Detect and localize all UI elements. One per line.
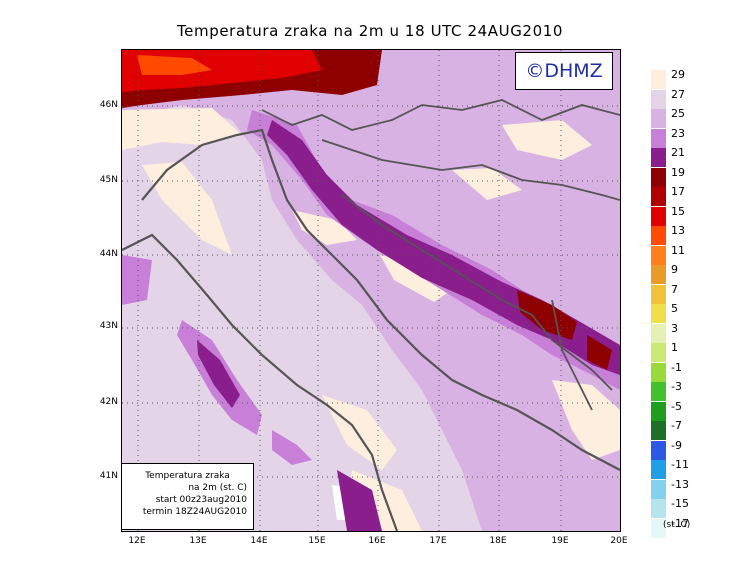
legend-swatch bbox=[651, 187, 666, 206]
legend-swatch bbox=[651, 518, 666, 538]
legend-swatch bbox=[651, 89, 666, 109]
legend-swatch bbox=[651, 148, 666, 167]
border-line bbox=[551, 299, 593, 411]
legend-label: 7 bbox=[671, 282, 678, 296]
graticule bbox=[122, 50, 620, 531]
map-canvas bbox=[122, 50, 620, 531]
legend-label: 1 bbox=[671, 341, 678, 354]
warm-patch bbox=[502, 120, 592, 160]
italy-cold-area bbox=[272, 430, 312, 465]
border-line bbox=[321, 139, 620, 201]
legend-swatch bbox=[651, 460, 666, 479]
legend-label: 5 bbox=[671, 302, 678, 315]
legend-label: 29 bbox=[671, 68, 685, 81]
italy-cold-core bbox=[197, 340, 240, 408]
lon-label: 17E bbox=[429, 536, 447, 546]
legend-label: 25 bbox=[671, 107, 685, 120]
temperature-map[interactable] bbox=[121, 49, 621, 532]
warm-patch bbox=[292, 210, 357, 245]
legend-label: -7 bbox=[671, 419, 682, 432]
legend-swatch bbox=[651, 245, 666, 265]
legend-label: 19 bbox=[671, 165, 685, 179]
legend-swatch bbox=[651, 343, 666, 362]
legend-swatch bbox=[651, 401, 666, 421]
info-line-4: termin 18Z24AUG2010 bbox=[142, 507, 247, 517]
legend-label: 15 bbox=[671, 204, 685, 218]
legend-swatch bbox=[651, 440, 666, 460]
lat-label: 42N bbox=[99, 397, 118, 407]
lon-label: 18E bbox=[489, 536, 507, 546]
border-line bbox=[341, 194, 613, 391]
legend-swatch bbox=[651, 70, 666, 89]
lat-label: 46N bbox=[99, 100, 118, 110]
legend-label: 21 bbox=[671, 146, 685, 159]
legend-unit: (st. C) bbox=[663, 520, 691, 530]
info-box: Temperatura zraka na 2m (st. C) start 00… bbox=[121, 463, 254, 530]
lon-label: 13E bbox=[189, 536, 207, 546]
legend-label: 23 bbox=[671, 126, 685, 140]
legend-label: -5 bbox=[671, 399, 682, 413]
italy-cold-area bbox=[122, 255, 152, 305]
lon-label: 16E bbox=[368, 536, 386, 546]
info-line-3: start 00z23aug2010 bbox=[155, 495, 247, 505]
cold-spot bbox=[587, 335, 612, 370]
legend-label: 17 bbox=[671, 185, 685, 198]
lat-label: 43N bbox=[99, 321, 118, 331]
legend-label: -11 bbox=[671, 458, 689, 471]
lon-label: 14E bbox=[250, 536, 268, 546]
warm-patch bbox=[452, 168, 522, 200]
legend-swatch bbox=[651, 128, 666, 148]
warm-patch bbox=[122, 108, 242, 150]
alps-core bbox=[137, 55, 212, 75]
lon-label: 19E bbox=[551, 536, 569, 546]
warm-patch bbox=[322, 395, 397, 470]
legend-label: -9 bbox=[671, 438, 682, 452]
warm-patch bbox=[552, 380, 620, 460]
legend-swatch bbox=[651, 206, 666, 226]
lat-label: 45N bbox=[99, 175, 118, 185]
warm-patch bbox=[142, 162, 232, 255]
legend-label: -17 bbox=[671, 516, 689, 530]
east-coastline bbox=[141, 128, 620, 471]
legend-swatch bbox=[651, 323, 666, 343]
lon-label: 20E bbox=[610, 536, 628, 546]
lat-label: 41N bbox=[99, 471, 118, 481]
legend-swatch bbox=[651, 284, 666, 304]
legend-swatch bbox=[651, 226, 666, 245]
italy-cold-core bbox=[337, 470, 382, 531]
legend-label: -15 bbox=[671, 497, 689, 510]
lat-label: 44N bbox=[99, 249, 118, 259]
border-line bbox=[261, 99, 620, 131]
legend-label: 11 bbox=[671, 243, 685, 257]
lon-label: 12E bbox=[128, 536, 146, 546]
legend-label: -13 bbox=[671, 477, 689, 491]
legend-swatch bbox=[651, 479, 666, 499]
legend-label: 13 bbox=[671, 224, 685, 237]
warm-patch bbox=[380, 255, 452, 302]
dhmz-logo: ©DHMZ bbox=[515, 52, 613, 90]
legend-label: 27 bbox=[671, 87, 685, 101]
legend-swatch bbox=[651, 167, 666, 187]
lon-label: 15E bbox=[308, 536, 326, 546]
legend-swatch bbox=[651, 265, 666, 284]
legend-swatch bbox=[651, 362, 666, 382]
legend-label: 3 bbox=[671, 321, 678, 335]
italy-coastline bbox=[122, 233, 399, 531]
legend-swatch bbox=[651, 499, 666, 518]
map-title: Temperatura zraka na 2m u 18 UTC 24AUG20… bbox=[176, 22, 564, 40]
legend-label: -1 bbox=[671, 360, 682, 374]
legend-swatch bbox=[651, 109, 666, 128]
info-line-2: na 2m (st. C) bbox=[188, 483, 247, 493]
legend-swatch bbox=[651, 304, 666, 323]
legend-label: 9 bbox=[671, 263, 678, 276]
legend-swatch bbox=[651, 421, 666, 440]
info-line-1: Temperatura zraka bbox=[145, 471, 230, 481]
legend-swatch bbox=[651, 382, 666, 401]
legend-label: -3 bbox=[671, 380, 682, 393]
